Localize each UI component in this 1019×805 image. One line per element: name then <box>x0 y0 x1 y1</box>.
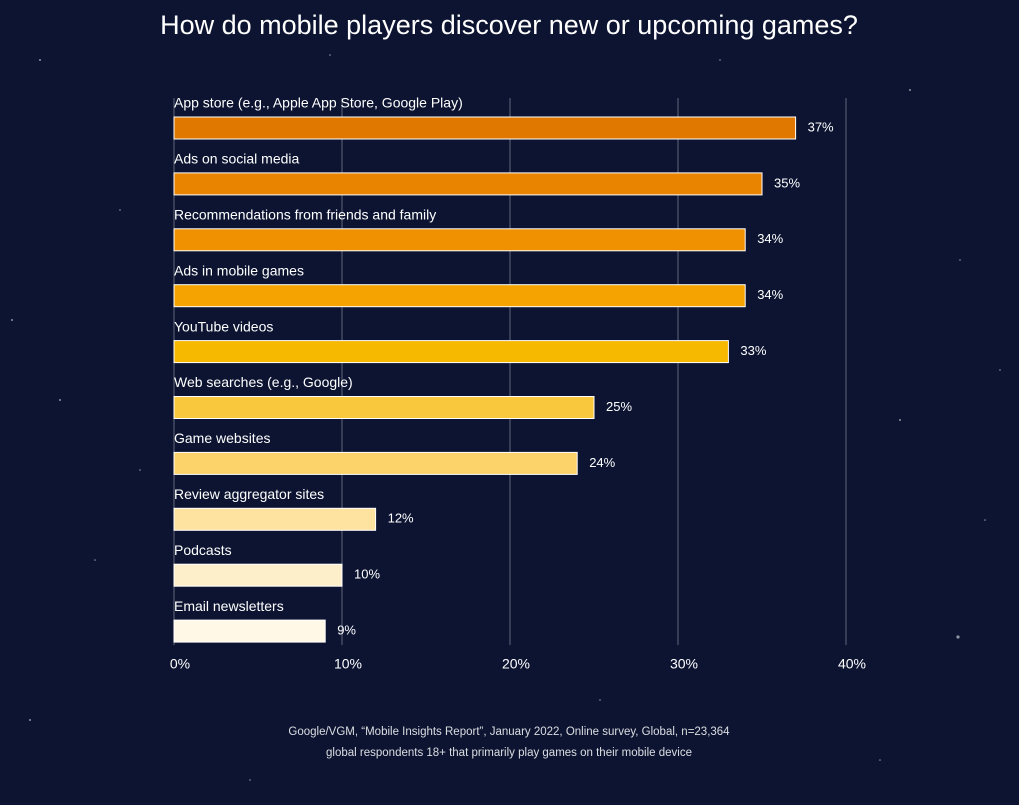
bar <box>173 116 797 140</box>
category-label: App store (e.g., Apple App Store, Google… <box>174 95 463 111</box>
value-label: 25% <box>606 399 632 414</box>
bar <box>173 563 343 587</box>
category-label: Web searches (e.g., Google) <box>174 374 353 390</box>
category-label: YouTube videos <box>174 318 273 334</box>
value-label: 35% <box>774 175 800 190</box>
category-label: Recommendations from friends and family <box>174 207 436 223</box>
value-label: 12% <box>388 511 414 526</box>
value-label: 34% <box>757 231 783 246</box>
category-label: Ads on social media <box>174 151 300 167</box>
category-label: Podcasts <box>174 542 232 558</box>
value-label: 34% <box>757 287 783 302</box>
bar <box>173 507 377 531</box>
bar <box>173 396 595 419</box>
chart-title: How do mobile players discover new or up… <box>160 10 858 40</box>
category-label: Review aggregator sites <box>174 486 324 502</box>
bar <box>173 284 746 308</box>
bar <box>173 228 746 252</box>
x-tick-label: 40% <box>838 656 866 672</box>
x-tick-label: 10% <box>334 656 362 672</box>
x-tick-label: 0% <box>170 656 190 672</box>
source-note: Google/VGM, “Mobile Insights Report”, Ja… <box>288 726 730 738</box>
bar <box>173 451 578 475</box>
x-tick-label: 30% <box>670 656 698 672</box>
value-label: 33% <box>740 343 766 358</box>
value-label: 24% <box>589 455 615 470</box>
bar <box>173 172 763 196</box>
category-label: Game websites <box>174 430 270 446</box>
value-label: 10% <box>354 567 380 582</box>
x-tick-label: 20% <box>502 656 530 672</box>
value-label: 9% <box>337 623 356 638</box>
category-label: Ads in mobile games <box>174 262 304 278</box>
stars <box>11 54 1001 781</box>
value-label: 37% <box>808 119 834 134</box>
category-label: Email newsletters <box>174 598 284 614</box>
bar <box>173 340 729 364</box>
bar <box>173 619 326 643</box>
source-note: global respondents 18+ that primarily pl… <box>326 747 692 759</box>
